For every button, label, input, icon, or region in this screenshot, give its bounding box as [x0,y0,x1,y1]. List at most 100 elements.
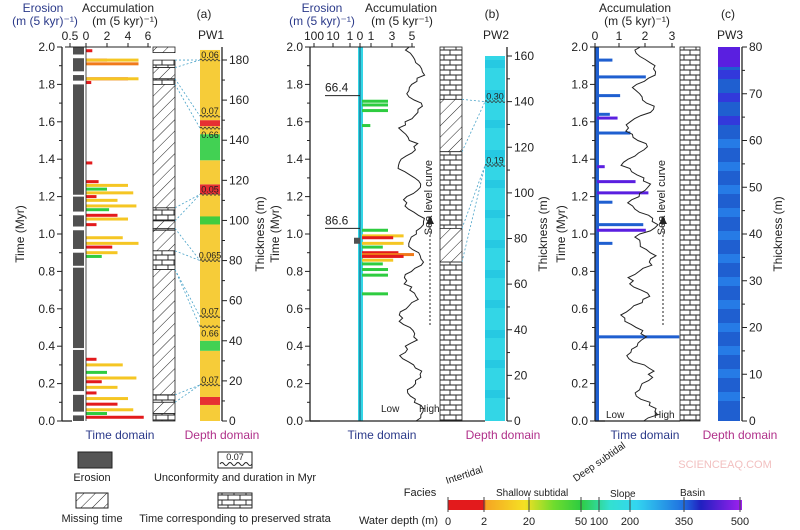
panel-c-well: PW3 [717,28,743,42]
c-time-tick-label: 1.6 [571,115,588,129]
b-correlation-line [461,165,486,229]
a-erosion-gap [72,265,85,268]
b-accumulation-bar [362,292,388,296]
c-accumulation-bar [597,75,646,79]
a-accumulation-bar [86,357,97,361]
a-accumulation-bar [86,376,137,380]
a-column-missing [152,67,176,80]
a-depth-band [200,350,220,397]
panel-a-erosion-unit: (m (5 kyr)⁻¹) [12,14,78,28]
a-time-tick-label: 0.8 [38,264,55,278]
a-accumulation-bar [86,251,118,255]
a-depth-band [200,404,220,421]
legend-erosion-label: Erosion [73,472,110,484]
a-correlation-line [174,269,201,327]
b-accumulation-bar [362,228,388,232]
a-top-tick-label: 0.5 [62,29,79,43]
b-time-tick-label: 1.8 [286,77,303,91]
b-time-tick-label: 0.8 [286,264,303,278]
a-depth-band [200,396,220,405]
a-time-tick-label: 1.6 [38,115,55,129]
panel-a-thickness-axis-title: Thickness (m) [253,196,267,271]
a-time-tick-label: 1.0 [38,227,55,241]
b-depth-band [485,390,505,398]
b-time-tick-label: 0.4 [286,339,303,353]
b-column-missing [439,227,463,263]
a-thickness-tick-label: 20 [229,374,243,388]
panel-b-thickness-axis-title: Thickness (m) [536,196,550,271]
panel-c-thickness-axis-title: Thickness (m) [771,196,785,271]
a-unconformity-line [199,383,221,387]
a-correlation-line [174,228,201,261]
c-top-tick-label: 1 [616,29,623,43]
b-thickness-tick-label: 120 [514,140,534,154]
a-accumulation-bar [86,161,93,165]
c-time-tick-label: 1.0 [571,227,588,241]
b-accumulation-bar [362,124,371,128]
a-column-preserved [152,78,176,85]
colorbar-depth-label: Water depth (m) [359,515,438,527]
c-top-tick-label: 3 [669,29,676,43]
a-time-tick-label: 1.8 [38,77,55,91]
panel-a-erosion-title: Erosion [23,1,64,15]
a-unconformity-duration: 0.07 [201,106,219,116]
a-accumulation-bar [86,363,123,367]
b-depth-column [485,56,505,421]
b-depth-band [485,180,505,188]
a-column-preserved [152,250,176,270]
panel-b-sea-level-label: Sea level curve [423,160,435,235]
c-accumulation-bar [597,58,613,62]
legend-preserved-swatch [217,492,253,509]
a-thickness-tick-label: 60 [229,294,243,308]
b-thickness-tick-label: 20 [514,368,528,382]
a-depth-band [200,134,220,161]
panel-c-depth-domain: Depth domain [703,428,778,442]
b-accumulation-bar [362,254,404,258]
c-time-tick-label: 0.4 [571,339,588,353]
b-time-tick-label: 1.6 [286,115,303,129]
panel-c-acc-unit: (m (5 kyr)⁻¹) [604,14,670,28]
c-time-tick-label: 1.2 [571,190,588,204]
c-sea-level-curve [619,46,659,422]
b-column-preserved [439,46,463,100]
a-unconformity-line [199,114,221,118]
c-accumulation-bar [597,94,621,98]
a-accumulation-bar [86,198,118,202]
a-correlation-line [174,269,201,317]
a-accumulation-bar [86,385,118,389]
c-depth-band [718,93,740,102]
facies-shallow-subtidal: Shallow subtidal [496,488,568,499]
facies-slope: Slope [610,489,636,500]
facies-intertidal: Intertidal [445,465,485,487]
c-time-tick-label: 0.8 [571,264,588,278]
b-accumulation-bar [362,253,414,257]
a-unconformity-line [199,126,221,130]
colorbar-tick-label: 350 [675,516,693,528]
a-column-missing [152,401,176,414]
b-erosion-marker [354,237,360,244]
b-depth-band [485,240,505,248]
c-time-tick-label: 0.0 [571,414,588,428]
a-unconformity-duration: 0.065 [199,251,222,261]
colorbar-tick-label: 50 [575,516,587,528]
a-correlation-line [174,250,201,261]
b-time-tick-label: 1.2 [286,190,303,204]
panel-b-well: PW2 [483,28,509,42]
panel-a-acc-unit: (m (5 kyr)⁻¹) [92,14,158,28]
b-time-tick-label: 0.0 [286,414,303,428]
a-thickness-tick-label: 40 [229,334,243,348]
c-depth-top [718,47,740,67]
a-time-tick-label: 1.4 [38,152,55,166]
b-top-tick-label: 1 [347,29,354,43]
c-thickness-tick-label: 0 [749,414,756,428]
a-accumulation-bar [86,183,128,187]
a-top-tick-label: 4 [125,29,132,43]
b-accumulation-bar [362,236,394,240]
b-time-tick-label: 0.2 [286,377,303,391]
a-unconformity-duration: 0.66 [201,329,219,339]
c-accumulation-bar [597,165,605,169]
c-depth-band [718,70,740,79]
a-accumulation-bar [86,208,110,212]
colorbar-tick-label: 500 [731,516,749,528]
c-depth-band [718,116,740,125]
